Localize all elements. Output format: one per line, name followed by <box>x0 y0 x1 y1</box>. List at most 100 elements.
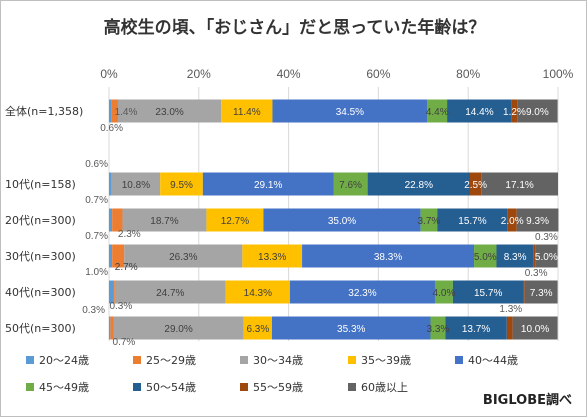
legend-label: 25～29歳 <box>146 354 196 367</box>
legend-swatch <box>133 383 141 391</box>
legend-label: 60歳以上 <box>361 381 408 394</box>
data-label: 0.3% <box>525 268 548 279</box>
data-label: 4.0% <box>433 288 456 299</box>
bar-segment <box>452 280 524 304</box>
bar-segment <box>113 316 244 340</box>
bar-segment <box>512 316 558 340</box>
data-label: 4.4% <box>426 107 449 118</box>
data-label: 2.3% <box>118 229 141 240</box>
legend-swatch <box>348 356 356 364</box>
data-label: 17.1% <box>505 180 533 191</box>
bar-segment <box>469 172 482 196</box>
legend-label: 50～54歳 <box>146 381 196 394</box>
legend-label: 20～24歳 <box>39 354 89 367</box>
bar-segment <box>109 280 114 304</box>
data-label: 0.7% <box>85 231 108 242</box>
x-tick-label: 80% <box>456 67 480 81</box>
bar-segment <box>112 208 123 232</box>
data-label: 1.3% <box>499 304 522 315</box>
data-label: 11.4% <box>233 107 261 118</box>
bar-segment <box>109 99 112 123</box>
chart-title: 高校生の頃、「おじさん」だと思っていた年齢は？ <box>103 18 486 38</box>
bar-segment <box>333 172 368 196</box>
legend-swatch <box>26 356 34 364</box>
data-label: 13.3% <box>258 252 286 263</box>
data-label: 5.0% <box>535 252 558 263</box>
data-label: 14.4% <box>465 107 493 118</box>
bar-segment <box>481 172 558 196</box>
data-label: 35.3% <box>337 324 365 335</box>
legend-label: 35～39歳 <box>361 354 411 367</box>
bar-segment <box>430 316 446 340</box>
x-tick-label: 60% <box>366 67 390 81</box>
bar-segment <box>272 99 428 123</box>
bar-segment <box>445 316 507 340</box>
category-label: 50代(n=300) <box>5 322 76 335</box>
legend-swatch <box>26 383 34 391</box>
category-label: 20代(n=300) <box>5 214 76 227</box>
bar-segment <box>110 316 114 340</box>
bar-segment <box>535 244 558 268</box>
data-label: 0.3% <box>82 305 105 316</box>
legend-swatch <box>133 356 141 364</box>
bar-segment <box>507 208 517 232</box>
data-label: 0.3% <box>109 301 132 312</box>
data-label: 0.7% <box>113 337 136 348</box>
bar-segment <box>420 208 438 232</box>
bar-segment <box>367 172 470 196</box>
data-label: 1.4% <box>115 107 138 118</box>
legend-label: 55～59歳 <box>253 381 303 394</box>
data-label: 24.7% <box>156 288 184 299</box>
data-label: 7.3% <box>530 288 553 299</box>
legend-label: 40～44歳 <box>468 354 518 367</box>
x-tick-label: 40% <box>277 67 301 81</box>
data-label: 35.0% <box>328 216 356 227</box>
bar-segment <box>427 99 448 123</box>
data-label: 8.3% <box>504 252 527 263</box>
data-label: 22.8% <box>405 180 433 191</box>
x-tick-label: 0% <box>100 67 118 81</box>
bar-segment <box>111 172 161 196</box>
data-label: 5.0% <box>474 252 497 263</box>
data-label: 38.3% <box>374 252 402 263</box>
source-note: BIGLOBE調べ <box>482 393 572 408</box>
bar-segment <box>434 280 453 304</box>
bar-segment <box>523 280 525 304</box>
data-label: 1.2% <box>503 107 526 118</box>
legend-swatch <box>240 356 248 364</box>
bar-segment <box>225 280 290 304</box>
bar-segment <box>160 172 203 196</box>
bar-segment <box>112 244 125 268</box>
bar-segment <box>506 316 513 340</box>
bar-segment <box>516 208 559 232</box>
legend-label: 30～34歳 <box>253 354 303 367</box>
data-label: 32.3% <box>348 288 376 299</box>
data-label: 3.7% <box>418 216 441 227</box>
bar-segment <box>302 244 475 268</box>
data-label: 23.0% <box>155 107 183 118</box>
data-label: 0.6% <box>100 123 123 134</box>
bar-segment <box>109 244 113 268</box>
bar-segment <box>122 208 207 232</box>
data-label: 1.0% <box>85 267 108 278</box>
bar-segment <box>109 208 113 232</box>
data-label: 3.3% <box>426 324 449 335</box>
data-label: 0.3% <box>535 232 558 243</box>
bar-segment <box>221 99 273 123</box>
legend-swatch <box>240 383 248 391</box>
data-label: 29.0% <box>164 324 192 335</box>
data-label: 26.3% <box>169 252 197 263</box>
data-label: 0.6% <box>85 159 108 170</box>
bar-segment <box>511 99 518 123</box>
category-label: 30代(n=300) <box>5 250 76 263</box>
bar-segment <box>243 316 272 340</box>
data-label: 10.0% <box>521 324 549 335</box>
data-label: 2.7% <box>115 262 138 273</box>
legend-swatch <box>455 356 463 364</box>
bar-segment <box>447 99 512 123</box>
data-label: 13.7% <box>462 324 490 335</box>
data-label: 15.7% <box>474 288 502 299</box>
data-label: 10.8% <box>122 180 150 191</box>
